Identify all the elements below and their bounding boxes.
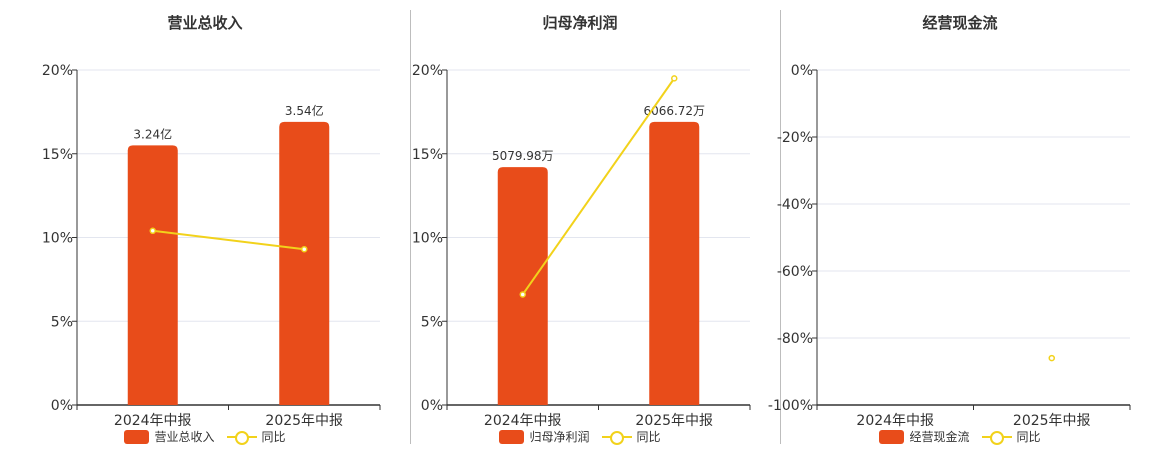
chart-title: 归母净利润 bbox=[542, 14, 618, 32]
bar-data-label: 3.24亿 bbox=[133, 126, 172, 141]
line-swatch bbox=[981, 430, 1012, 445]
legend-label: 经营现金流 bbox=[909, 430, 970, 444]
bar bbox=[497, 167, 548, 405]
yoy-line bbox=[521, 77, 676, 296]
y-tick-label: 0% bbox=[51, 398, 73, 414]
legend-label: 同比 bbox=[1016, 430, 1041, 444]
legend-item-line[interactable]: 同比 bbox=[601, 428, 661, 445]
net-profit-chart-plot: 0% 5% 10% 15% 20% 2024年中报 2025年中报 5079.98万 6066.… bbox=[412, 63, 751, 429]
yoy-point bbox=[1048, 354, 1055, 362]
net-profit-chart-panel: 归母净利润 0% 5% 10% 15% 20% 2024年中报 2025年中报 5079.98… bbox=[380, 0, 780, 450]
legend-item-bar[interactable]: 营业总收入 bbox=[124, 428, 215, 445]
panel-divider bbox=[780, 10, 781, 444]
legend-item-line[interactable]: 同比 bbox=[226, 428, 286, 445]
yoy-point bbox=[671, 75, 678, 82]
y-tick-label: 0% bbox=[421, 398, 443, 414]
y-tick-label: 20% bbox=[412, 63, 443, 79]
y-tick-label: -20% bbox=[777, 130, 813, 146]
bar-swatch bbox=[499, 429, 525, 444]
chart-title: 经营现金流 bbox=[922, 14, 998, 32]
yoy-point bbox=[149, 227, 156, 235]
legend-label: 营业总收入 bbox=[154, 430, 215, 444]
bar-swatch bbox=[879, 429, 905, 444]
x-category-label: 2025年中报 bbox=[635, 413, 713, 429]
legend-label: 同比 bbox=[261, 430, 286, 444]
bar bbox=[127, 145, 178, 405]
x-category-label: 2024年中报 bbox=[114, 413, 192, 429]
x-category-label: 2025年中报 bbox=[265, 413, 343, 429]
legend-item-bar[interactable]: 经营现金流 bbox=[879, 428, 970, 445]
yoy-point bbox=[519, 291, 526, 298]
line-swatch bbox=[601, 430, 632, 445]
y-tick-label: -80% bbox=[777, 331, 813, 347]
y-tick-label: -60% bbox=[777, 264, 813, 280]
y-tick-label: -100% bbox=[768, 398, 813, 414]
x-category-label: 2024年中报 bbox=[856, 413, 934, 429]
bar-swatch bbox=[124, 429, 150, 444]
y-tick-label: 0% bbox=[791, 63, 813, 79]
y-tick-label: 5% bbox=[51, 314, 73, 330]
bar bbox=[649, 121, 700, 406]
bar-data-label: 3.54亿 bbox=[285, 103, 324, 118]
cash-flow-chart-panel: 经营现金流 -100% -80% -60% -40% -20% 0% 2024年中报 2025… bbox=[760, 0, 1160, 450]
x-category-label: 2024年中报 bbox=[484, 413, 562, 429]
line-swatch bbox=[226, 430, 257, 445]
legend-label: 归母净利润 bbox=[529, 430, 590, 444]
chart-legend: 归母净利润 同比 bbox=[380, 428, 780, 445]
y-tick-label: 10% bbox=[412, 231, 443, 247]
chart-title: 营业总收入 bbox=[167, 14, 243, 32]
bar-data-label: 6066.72万 bbox=[643, 104, 705, 118]
panel-divider bbox=[410, 10, 411, 444]
legend-label: 同比 bbox=[636, 430, 661, 444]
chart-legend: 经营现金流 同比 bbox=[760, 428, 1160, 445]
legend-item-bar[interactable]: 归母净利润 bbox=[499, 428, 590, 445]
y-tick-label: 10% bbox=[42, 231, 73, 247]
yoy-point bbox=[301, 245, 308, 253]
y-tick-label: -40% bbox=[777, 197, 813, 213]
revenue-chart-panel: 营业总收入 0% 5% 10% 15% 20% 2024年中报 2025年中报 3.24亿 3.… bbox=[0, 0, 410, 450]
yoy-line bbox=[152, 229, 305, 251]
y-tick-label: 20% bbox=[42, 63, 73, 79]
bar bbox=[279, 121, 330, 406]
y-tick-label: 15% bbox=[42, 147, 73, 163]
y-tick-label: 15% bbox=[412, 147, 443, 163]
x-category-label: 2025年中报 bbox=[1013, 413, 1091, 429]
bar-data-label: 5079.98万 bbox=[492, 149, 554, 163]
legend-item-line[interactable]: 同比 bbox=[981, 428, 1041, 445]
y-tick-label: 5% bbox=[421, 314, 443, 330]
cash-flow-chart-plot: -100% -80% -60% -40% -20% 0% 2024年中报 2025年中报 bbox=[768, 63, 1131, 429]
chart-legend: 营业总收入 同比 bbox=[0, 428, 410, 445]
revenue-chart-plot: 0% 5% 10% 15% 20% 2024年中报 2025年中报 3.24亿 3.54亿 bbox=[42, 63, 381, 429]
